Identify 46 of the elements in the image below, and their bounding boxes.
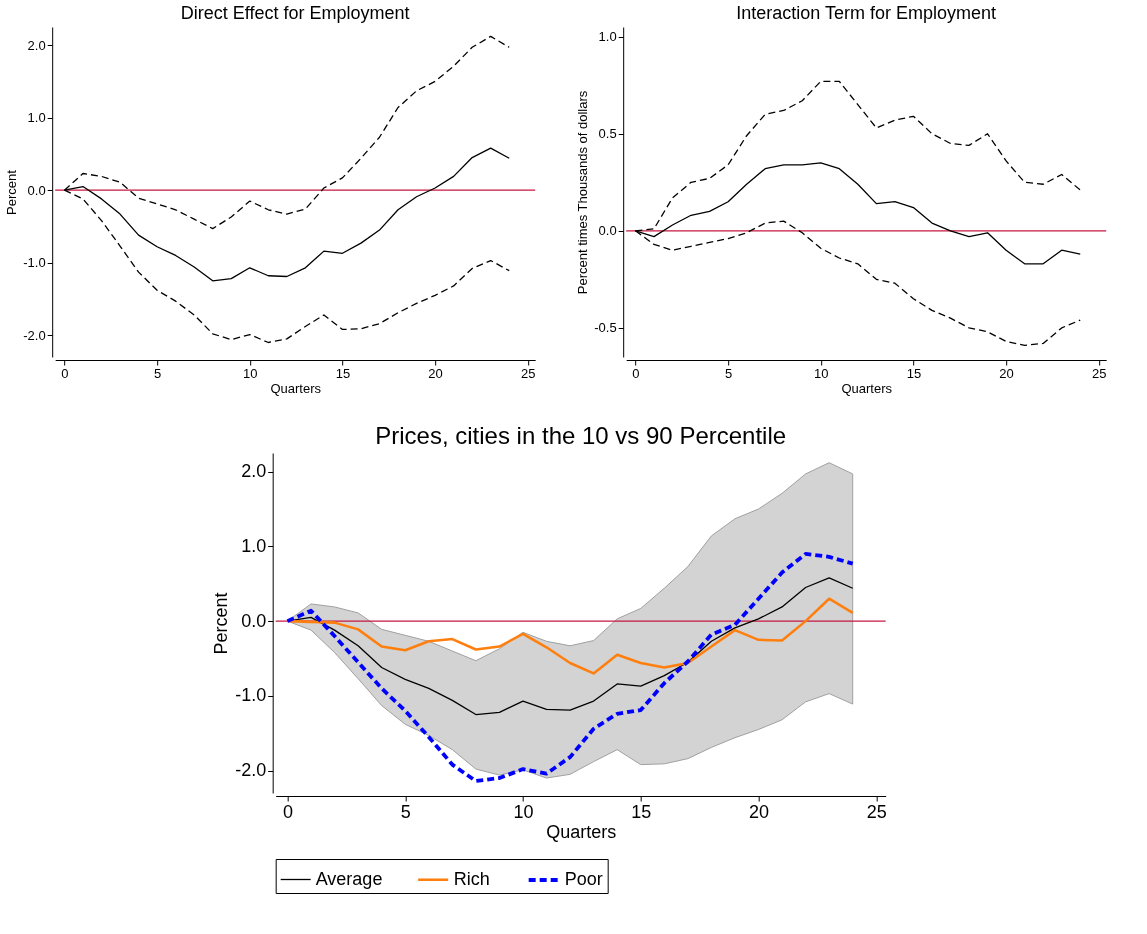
y-tick-label: 1.0 <box>27 110 46 126</box>
y-axis-title: Percent <box>211 592 232 655</box>
x-tick-label: 15 <box>631 801 652 822</box>
x-tick-label: 20 <box>999 365 1014 381</box>
chart-title: Prices, cities in the 10 vs 90 Percentile <box>375 422 787 449</box>
x-tick-label: 0 <box>61 365 69 381</box>
y-tick-label: 0.0 <box>27 182 46 198</box>
x-tick-label: 15 <box>906 365 922 381</box>
x-tick-label: 25 <box>1092 365 1107 381</box>
x-tick-label: 25 <box>866 801 887 822</box>
x-tick-label: 10 <box>814 365 829 381</box>
y-tick-label: 0.5 <box>598 126 617 142</box>
legend-label: Average <box>315 868 383 889</box>
y-tick-label: -2.0 <box>23 327 46 343</box>
x-tick-label: 15 <box>335 365 351 381</box>
x-axis-title: Quarters <box>546 821 617 842</box>
y-tick-label: -0.5 <box>594 320 617 336</box>
y-tick-label: 0.0 <box>241 610 267 631</box>
x-tick-label: 0 <box>282 801 293 822</box>
x-tick-label: 20 <box>428 365 443 381</box>
y-axis-title: Percent <box>4 169 20 215</box>
line-series <box>285 551 855 783</box>
x-tick-label: 20 <box>748 801 770 822</box>
chart-title: Interaction Term for Employment <box>736 3 997 23</box>
x-tick-label: 0 <box>632 365 640 381</box>
y-tick-label: 1.0 <box>598 29 617 45</box>
x-tick-label: 10 <box>513 801 534 822</box>
x-tick-label: 5 <box>400 801 411 822</box>
chart-title: Direct Effect for Employment <box>180 3 410 23</box>
y-tick-label: 1.0 <box>241 535 267 556</box>
line-series <box>286 597 854 675</box>
y-tick-label: 0.0 <box>598 223 617 239</box>
x-tick-label: 10 <box>243 365 258 381</box>
legend-label: Rich <box>453 868 490 889</box>
x-axis-title: Quarters <box>270 380 322 396</box>
y-axis-title: Percent times Thousands of dollars <box>575 90 591 295</box>
y-tick-label: -1.0 <box>235 685 267 706</box>
y-tick-label: 2.0 <box>241 461 267 482</box>
y-tick-label: -1.0 <box>23 255 46 271</box>
x-tick-label: 5 <box>724 365 733 381</box>
x-tick-label: 25 <box>521 365 536 381</box>
x-tick-label: 5 <box>153 365 162 381</box>
y-tick-label: -2.0 <box>235 760 267 781</box>
x-axis-title: Quarters <box>841 380 893 396</box>
y-tick-label: 2.0 <box>27 37 46 53</box>
legend-label: Poor <box>564 869 603 889</box>
